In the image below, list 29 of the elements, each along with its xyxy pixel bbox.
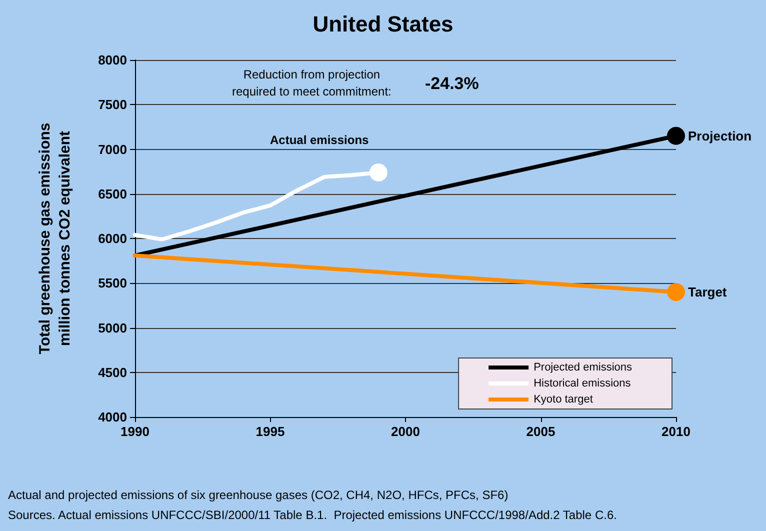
- point: [667, 283, 685, 302]
- annotation: Target: [688, 284, 728, 300]
- source-note: Sources. Actual emissions UNFCCC/SBI/2000/11 Table B.1. Projected emissions UNFCCC/1998/Add.2 Table C.6.: [8, 508, 617, 522]
- annotation: -24.3%: [425, 74, 479, 93]
- chart-title: United States: [312, 12, 454, 36]
- point: [369, 163, 388, 182]
- x-tick-label: 1995: [256, 424, 285, 439]
- x-tick-label: 1990: [120, 424, 150, 439]
- annotation: Actual emissions: [270, 133, 370, 147]
- y-tick-label: 7000: [98, 142, 127, 157]
- y-tick-label: 5500: [98, 276, 127, 291]
- x-tick-label: 2000: [391, 424, 420, 439]
- annotation: Reduction from projection required to meet commitment:: [232, 68, 392, 98]
- y-tick-label: 6500: [98, 186, 127, 202]
- legend-label: Historical emissions: [534, 378, 632, 390]
- legend-label: Kyoto target: [534, 394, 593, 406]
- y-tick-label: 6000: [98, 231, 127, 246]
- annotation: Projection: [688, 128, 752, 144]
- point: [667, 126, 685, 145]
- y-tick-label: 7500: [98, 97, 127, 112]
- y-tick-label: 8000: [98, 52, 127, 68]
- y-axis-title: Total greenhouse gas emissions million tonnes CO2 equivalent: [36, 122, 74, 354]
- legend-label: Projected emissions: [534, 362, 632, 374]
- y-tick-label: 4500: [98, 364, 127, 380]
- x-tick-label: 2010: [662, 424, 690, 439]
- x-tick-label: 2005: [526, 424, 556, 439]
- y-tick-label: 5000: [98, 320, 127, 336]
- y-tick-label: 4000: [98, 410, 127, 424]
- text: Actual and projected emissions of six greenhouse gases (CO2, CH4, N2O, HFCs, PFCs, SF6): [8, 488, 508, 502]
